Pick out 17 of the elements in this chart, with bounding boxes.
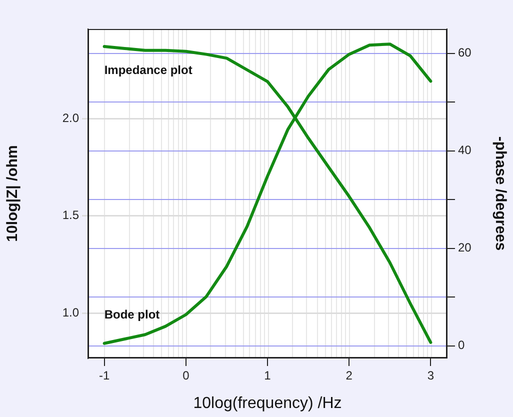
y2-tick-label: 20	[458, 240, 472, 255]
x-tick-label: 2	[346, 368, 353, 383]
y-tick-label: 2.0	[62, 110, 80, 125]
x-tick-label: 0	[182, 368, 190, 383]
x-axis-title: 10log(frequency) /Hz	[193, 394, 342, 412]
series-label: Impedance plot	[104, 62, 192, 77]
y2-tick-label: 0	[458, 338, 465, 352]
y2-axis-title: -phase /degrees	[492, 136, 509, 251]
y-tick-label: 1.5	[62, 208, 80, 222]
y2-tick-label: 60	[458, 46, 472, 60]
y-tick-label: 1.0	[62, 306, 80, 320]
y2-tick-label: 40	[458, 143, 472, 158]
x-tick-label: 1	[264, 368, 272, 383]
x-tick-label: -1	[98, 368, 110, 383]
y-axis-title: 10log|Z| /ohm	[4, 145, 22, 242]
series-label: Bode plot	[104, 308, 160, 322]
x-tick-label: 3	[427, 368, 434, 383]
